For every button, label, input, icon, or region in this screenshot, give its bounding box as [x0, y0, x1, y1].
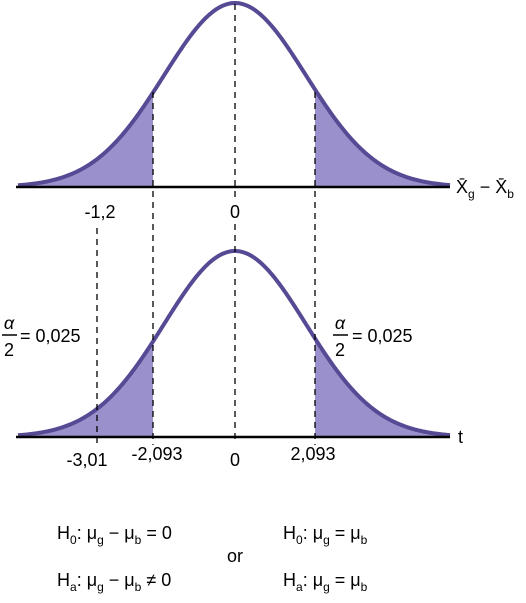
text-part: H	[57, 570, 70, 590]
text-part: − X̄	[475, 177, 508, 197]
curves	[17, 0, 451, 438]
tail-area	[315, 338, 450, 437]
text-part: = μ	[330, 523, 361, 543]
subscript: g	[468, 187, 475, 201]
text-part: − μ	[104, 523, 135, 543]
text-part: = 0	[141, 523, 172, 543]
hypothesis: Ha: μg − μb ≠ 0	[57, 570, 171, 594]
text-part: X̄	[456, 177, 468, 197]
label-bg	[218, 200, 252, 224]
tick-label: -3,01	[66, 450, 107, 470]
tail-area	[18, 341, 153, 437]
tail-area	[18, 92, 153, 187]
subscript: a	[296, 580, 303, 594]
bell-curve	[17, 248, 451, 438]
subscript: b	[135, 580, 142, 594]
tail-area	[315, 89, 450, 187]
text-part: : μ	[77, 570, 97, 590]
subscript: a	[70, 580, 77, 594]
tick-label: -1,2	[84, 202, 115, 222]
alpha-left: α 2 = 0,025	[2, 313, 81, 360]
text-part: : μ	[77, 523, 97, 543]
text-part: − μ	[104, 570, 135, 590]
subscript: g	[323, 533, 330, 547]
text-part: ≠ 0	[141, 570, 171, 590]
text-part: H	[283, 570, 296, 590]
value: = 0,025	[352, 326, 413, 346]
hypothesis: H0: μg = μb	[283, 523, 368, 547]
subscript: 0	[296, 533, 303, 547]
hypothesis: Ha: μg = μb	[283, 570, 368, 594]
denominator: 2	[4, 340, 14, 360]
subscript: b	[361, 580, 368, 594]
subscript: b	[361, 533, 368, 547]
subscript: g	[97, 580, 104, 594]
axis-label: X̄g − X̄b	[456, 177, 514, 201]
text-part: H	[283, 523, 296, 543]
text-part: : μ	[303, 523, 323, 543]
alpha-right: α 2 = 0,025	[333, 313, 413, 360]
subscript: g	[97, 533, 104, 547]
label-bg	[80, 200, 120, 224]
tick-label: 2,093	[290, 444, 335, 464]
denominator: 2	[335, 340, 345, 360]
tick-label: 0	[230, 202, 240, 222]
text-part: = μ	[330, 570, 361, 590]
numerator: α	[4, 313, 15, 333]
subscript: g	[323, 580, 330, 594]
subscript: b	[507, 187, 514, 201]
text-part: : μ	[303, 570, 323, 590]
connector: or	[227, 546, 243, 566]
tick-label: -2,093	[131, 444, 182, 464]
numerator: α	[335, 313, 346, 333]
bell-curve	[17, 0, 451, 188]
tick-label: 0	[230, 450, 240, 470]
axis-label: t	[458, 427, 463, 447]
value: = 0,025	[20, 326, 81, 346]
text-part: H	[57, 523, 70, 543]
subscript: 0	[70, 533, 77, 547]
hypothesis: H0: μg − μb = 0	[57, 523, 172, 547]
subscript: b	[135, 533, 142, 547]
label-bg	[218, 448, 252, 472]
